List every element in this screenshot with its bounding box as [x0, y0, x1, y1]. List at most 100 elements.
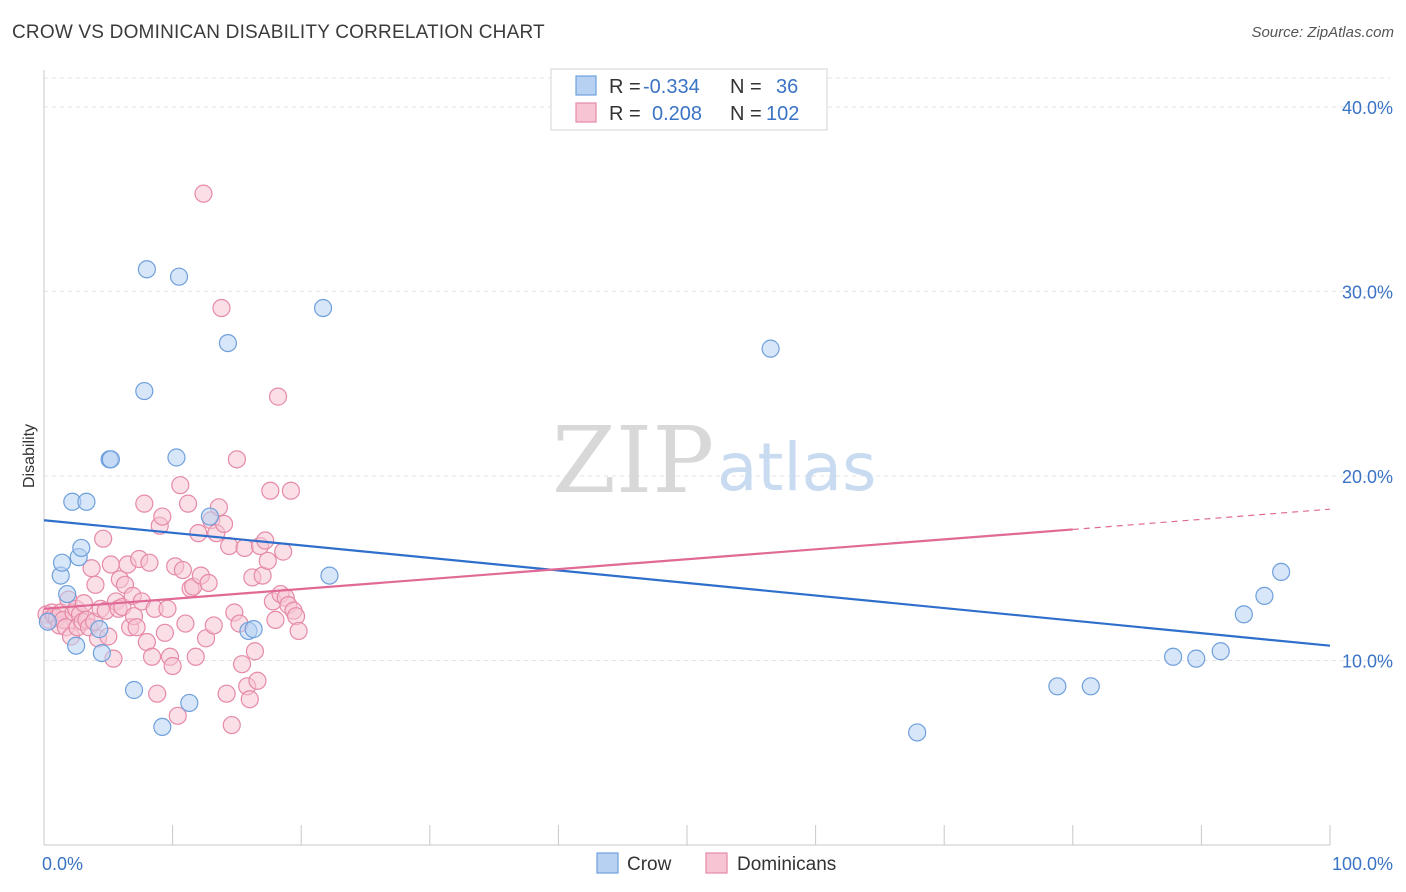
- legend-r-label-crow: R =: [609, 76, 641, 98]
- dominicans-point-72: [214, 514, 234, 534]
- legend-n-value-dominicans: 102: [766, 103, 799, 125]
- dominicans-point-50: [158, 599, 177, 618]
- dominicans-trend-line: [43, 528, 1073, 610]
- crow-point-35: [1272, 562, 1291, 582]
- series-crow: [38, 260, 1291, 742]
- dominicans-point-43: [140, 553, 159, 572]
- dominicans-point-38: [127, 618, 146, 637]
- dominicans-point-27: [101, 555, 120, 574]
- dominicans-trend-extension: [1072, 508, 1331, 531]
- dominicans-point-68: [204, 616, 223, 635]
- series-legend: Crow Dominicans: [596, 852, 836, 875]
- y-axis-title: Disability: [21, 424, 38, 488]
- watermark: ZIP atlas: [552, 407, 877, 514]
- dominicans-point-74: [220, 536, 239, 556]
- y-tick-label-40: 40.0%: [1342, 98, 1393, 118]
- source-label: Source: ZipAtlas.com: [1251, 24, 1394, 41]
- x-tick-labels: 0.0% 100.0%: [42, 854, 1393, 874]
- crow-point-10: [92, 643, 111, 663]
- y-tick-label-20: 20.0%: [1342, 467, 1393, 487]
- trend-lines: [43, 508, 1331, 647]
- crow-point-16: [153, 717, 172, 737]
- dominicans-point-98: [281, 481, 301, 500]
- crow-point-34: [1255, 586, 1274, 605]
- axes: [43, 70, 1331, 846]
- crow-point-19: [180, 693, 199, 713]
- dominicans-point-93: [268, 387, 288, 406]
- crow-point-3: [58, 584, 77, 604]
- crow-point-0: [38, 612, 57, 631]
- dominicans-point-62: [189, 524, 208, 543]
- dominicans-point-21: [86, 575, 105, 594]
- chart-title: CROW VS DOMINICAN DISABILITY CORRELATION…: [12, 22, 545, 43]
- dominicans-point-41: [135, 494, 154, 513]
- crow-point-30: [1164, 647, 1183, 666]
- dominicans-point-73: [217, 684, 236, 703]
- legend-n-value-crow: 36: [776, 76, 798, 98]
- y-tick-labels: 10.0% 20.0% 30.0% 40.0%: [1342, 98, 1393, 672]
- dominicans-point-61: [186, 647, 205, 666]
- dominicans-point-80: [235, 538, 254, 558]
- y-tick-label-30: 30.0%: [1342, 282, 1393, 302]
- crow-point-13: [124, 680, 144, 700]
- dominicans-point-66: [199, 573, 218, 593]
- dominicans-point-82: [240, 690, 259, 709]
- dominicans-point-89: [258, 551, 277, 570]
- dominicans-point-90: [261, 481, 280, 500]
- legend-box: [550, 68, 828, 131]
- dominicans-point-64: [194, 184, 213, 203]
- watermark-zip: ZIP: [552, 407, 714, 514]
- crow-point-29: [1081, 677, 1100, 696]
- crow-point-12: [101, 450, 120, 469]
- crow-point-15: [137, 260, 156, 279]
- dominicans-point-75: [222, 715, 241, 735]
- crow-point-28: [1048, 677, 1067, 696]
- crow-point-27: [908, 723, 927, 742]
- crow-point-9: [90, 620, 109, 639]
- crow-point-21: [218, 333, 237, 353]
- dominicans-point-57: [176, 614, 195, 633]
- dominicans-point-48: [153, 507, 172, 526]
- crow-point-5: [67, 636, 86, 655]
- dominicans-point-46: [148, 684, 167, 703]
- crow-point-25: [320, 566, 339, 585]
- dominicans-point-52: [163, 656, 182, 676]
- dominicans-point-95: [274, 542, 293, 561]
- crow-trend-line: [43, 519, 1331, 647]
- crow-point-23: [244, 620, 263, 639]
- y-tick-label-10: 10.0%: [1342, 651, 1393, 671]
- crow-point-8: [77, 492, 96, 511]
- crow-point-18: [169, 267, 189, 286]
- dominicans-point-44: [142, 647, 162, 666]
- dominicans-point-49: [155, 623, 174, 642]
- dominicans-point-85: [248, 671, 267, 690]
- crow-point-32: [1211, 642, 1230, 661]
- dominicans-point-55: [171, 476, 190, 495]
- correlation-legend: R = -0.334 N = 36 R = 0.208 N = 102: [550, 68, 828, 131]
- legend-r-value-crow: -0.334: [643, 76, 700, 98]
- legend-label-crow: Crow: [627, 854, 672, 875]
- crow-point-31: [1187, 649, 1206, 668]
- dominicans-point-100: [286, 607, 306, 626]
- dominicans-point-101: [289, 621, 308, 641]
- crow-point-17: [167, 448, 186, 467]
- crow-point-14: [135, 381, 154, 401]
- crow-point-2: [52, 553, 72, 572]
- dominicans-point-77: [227, 450, 246, 469]
- x-tick-label-100: 100.0%: [1332, 854, 1393, 874]
- dominicans-point-79: [232, 655, 252, 674]
- crow-point-24: [313, 298, 333, 318]
- legend-swatch-crow: [575, 75, 597, 96]
- watermark-atlas: atlas: [717, 429, 877, 506]
- dominicans-point-16: [74, 594, 93, 613]
- dominicans-point-54: [168, 706, 187, 725]
- dominicans-point-58: [178, 494, 198, 513]
- legend-swatch-dominicans-bottom: [705, 852, 728, 874]
- legend-swatch-crow-bottom: [596, 852, 619, 874]
- dominicans-point-71: [212, 298, 231, 318]
- dominicans-point-24: [94, 529, 113, 548]
- crow-point-26: [761, 339, 780, 358]
- legend-n-label-dominicans: N =: [730, 103, 762, 125]
- legend-swatch-dominicans: [575, 102, 597, 123]
